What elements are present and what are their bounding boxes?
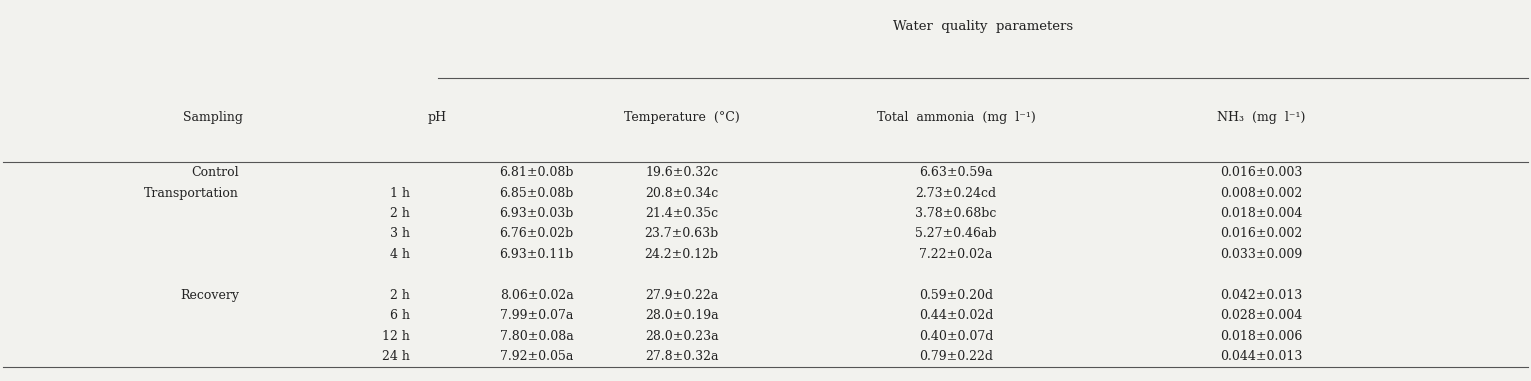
Text: 23.7±0.63b: 23.7±0.63b <box>645 227 718 240</box>
Text: 0.042±0.013: 0.042±0.013 <box>1220 289 1303 302</box>
Text: 19.6±0.32c: 19.6±0.32c <box>645 166 718 179</box>
Text: 6.81±0.08b: 6.81±0.08b <box>499 166 574 179</box>
Text: 6.63±0.59a: 6.63±0.59a <box>920 166 994 179</box>
Text: 12 h: 12 h <box>383 330 410 343</box>
Text: 1 h: 1 h <box>390 187 410 200</box>
Text: 0.044±0.013: 0.044±0.013 <box>1220 350 1303 363</box>
Text: 24 h: 24 h <box>383 350 410 363</box>
Text: NH₃  (mg  l⁻¹): NH₃ (mg l⁻¹) <box>1217 111 1306 124</box>
Text: 8.06±0.02a: 8.06±0.02a <box>499 289 574 302</box>
Text: 2 h: 2 h <box>390 289 410 302</box>
Text: 5.27±0.46ab: 5.27±0.46ab <box>916 227 997 240</box>
Text: 28.0±0.19a: 28.0±0.19a <box>645 309 718 322</box>
Text: 3.78±0.68bc: 3.78±0.68bc <box>916 207 997 220</box>
Text: 6.93±0.03b: 6.93±0.03b <box>499 207 574 220</box>
Text: 6 h: 6 h <box>390 309 410 322</box>
Text: Control: Control <box>191 166 239 179</box>
Text: Temperature  (°C): Temperature (°C) <box>623 111 739 124</box>
Text: 0.033±0.009: 0.033±0.009 <box>1220 248 1303 261</box>
Text: Transportation: Transportation <box>144 187 239 200</box>
Text: pH: pH <box>429 111 447 124</box>
Text: 24.2±0.12b: 24.2±0.12b <box>645 248 718 261</box>
Text: 6.85±0.08b: 6.85±0.08b <box>499 187 574 200</box>
Text: 21.4±0.35c: 21.4±0.35c <box>645 207 718 220</box>
Text: 7.80±0.08a: 7.80±0.08a <box>499 330 574 343</box>
Text: 0.016±0.003: 0.016±0.003 <box>1220 166 1303 179</box>
Text: 7.99±0.07a: 7.99±0.07a <box>501 309 574 322</box>
Text: 0.018±0.006: 0.018±0.006 <box>1220 330 1303 343</box>
Text: Sampling: Sampling <box>182 111 242 124</box>
Text: 3 h: 3 h <box>390 227 410 240</box>
Text: 0.028±0.004: 0.028±0.004 <box>1220 309 1303 322</box>
Text: 2.73±0.24cd: 2.73±0.24cd <box>916 187 997 200</box>
Text: Recovery: Recovery <box>181 289 239 302</box>
Text: 0.44±0.02d: 0.44±0.02d <box>919 309 994 322</box>
Text: 27.8±0.32a: 27.8±0.32a <box>645 350 718 363</box>
Text: 27.9±0.22a: 27.9±0.22a <box>645 289 718 302</box>
Text: 2 h: 2 h <box>390 207 410 220</box>
Text: 0.59±0.20d: 0.59±0.20d <box>919 289 994 302</box>
Text: 28.0±0.23a: 28.0±0.23a <box>645 330 718 343</box>
Text: 0.79±0.22d: 0.79±0.22d <box>919 350 994 363</box>
Text: 4 h: 4 h <box>390 248 410 261</box>
Text: Total  ammonia  (mg  l⁻¹): Total ammonia (mg l⁻¹) <box>877 111 1035 124</box>
Text: 6.93±0.11b: 6.93±0.11b <box>499 248 574 261</box>
Text: 0.018±0.004: 0.018±0.004 <box>1220 207 1303 220</box>
Text: 7.92±0.05a: 7.92±0.05a <box>501 350 574 363</box>
Text: 0.008±0.002: 0.008±0.002 <box>1220 187 1303 200</box>
Text: 20.8±0.34c: 20.8±0.34c <box>645 187 718 200</box>
Text: 6.76±0.02b: 6.76±0.02b <box>499 227 574 240</box>
Text: 0.016±0.002: 0.016±0.002 <box>1220 227 1303 240</box>
Text: 0.40±0.07d: 0.40±0.07d <box>919 330 994 343</box>
Text: 7.22±0.02a: 7.22±0.02a <box>920 248 994 261</box>
Text: Water  quality  parameters: Water quality parameters <box>893 20 1073 33</box>
